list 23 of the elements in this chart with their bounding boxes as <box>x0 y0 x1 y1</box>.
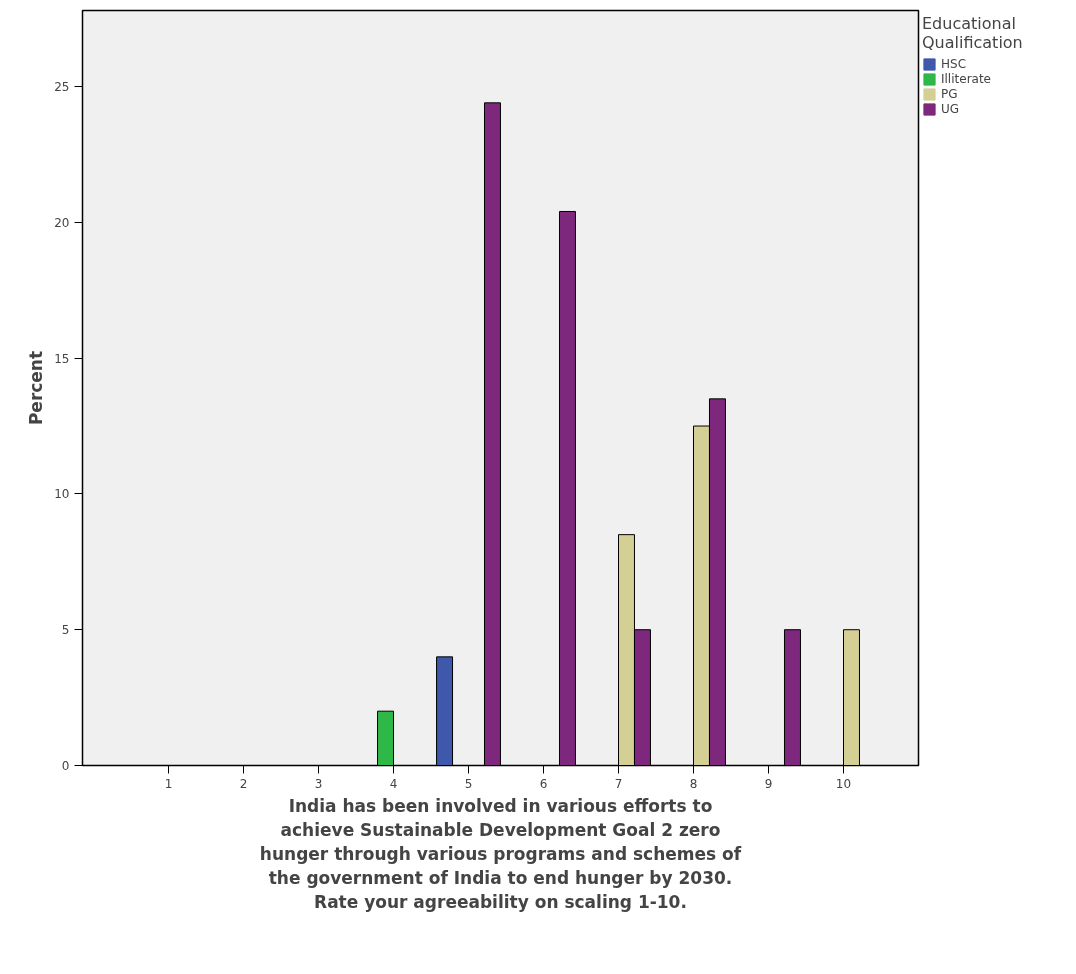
x-tick-label: 2 <box>239 776 248 791</box>
y-axis-title: Percent <box>26 350 47 426</box>
x-tick-label: 3 <box>314 776 323 791</box>
x-tick-label: 1 <box>164 776 173 791</box>
x-tick-label: 10 <box>835 776 852 791</box>
y-tick-label: 0 <box>61 759 70 773</box>
y-tick-label: 5 <box>61 623 70 638</box>
legend-label: PG <box>941 87 959 101</box>
x-tick-label: 9 <box>764 776 773 791</box>
legend-label: HSC <box>941 57 967 71</box>
legend-label: Illiterate <box>941 72 992 86</box>
x-tick-label: 4 <box>389 776 398 791</box>
x-tick-label: 6 <box>539 776 548 791</box>
y-tick-label: 25 <box>54 80 70 95</box>
legend-label: UG <box>941 102 961 116</box>
x-tick-label: 7 <box>614 776 623 791</box>
legend-title: Educational Qualification <box>922 14 1023 52</box>
x-tick-label: 8 <box>689 776 698 791</box>
y-tick-label: 15 <box>54 351 70 366</box>
y-tick-label: 10 <box>54 487 70 502</box>
x-tick-label: 5 <box>464 776 473 791</box>
x-axis-title: India has been involved in various efforts to achieve Sustainable Development Goal 2 zero hunger through various programs and schemes of the government of India to end hunger by 2030. Rate your agreeability on scaling 1-10. <box>259 795 742 912</box>
y-tick-label: 20 <box>54 215 70 230</box>
